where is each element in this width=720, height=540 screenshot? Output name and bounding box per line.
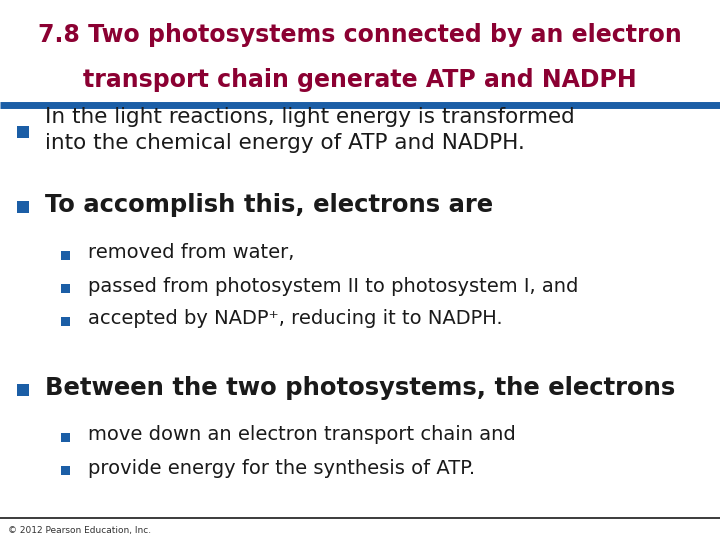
- Text: Between the two photosystems, the electrons: Between the two photosystems, the electr…: [45, 376, 675, 400]
- Text: To accomplish this, electrons are: To accomplish this, electrons are: [45, 193, 493, 217]
- Text: passed from photosystem II to photosystem I, and: passed from photosystem II to photosyste…: [88, 276, 578, 295]
- Text: transport chain generate ATP and NADPH: transport chain generate ATP and NADPH: [84, 68, 636, 92]
- Text: In the light reactions, light energy is transformed
into the chemical energy of : In the light reactions, light energy is …: [45, 107, 575, 153]
- Text: provide energy for the synthesis of ATP.: provide energy for the synthesis of ATP.: [88, 458, 475, 477]
- FancyBboxPatch shape: [17, 126, 29, 138]
- FancyBboxPatch shape: [61, 251, 70, 260]
- FancyBboxPatch shape: [17, 201, 29, 213]
- FancyBboxPatch shape: [61, 316, 70, 326]
- Text: 7.8 Two photosystems connected by an electron: 7.8 Two photosystems connected by an ele…: [38, 23, 682, 47]
- FancyBboxPatch shape: [61, 465, 70, 475]
- Text: removed from water,: removed from water,: [88, 244, 294, 262]
- FancyBboxPatch shape: [61, 284, 70, 293]
- Text: accepted by NADP⁺, reducing it to NADPH.: accepted by NADP⁺, reducing it to NADPH.: [88, 309, 503, 328]
- Text: move down an electron transport chain and: move down an electron transport chain an…: [88, 426, 516, 444]
- Text: © 2012 Pearson Education, Inc.: © 2012 Pearson Education, Inc.: [8, 525, 151, 535]
- FancyBboxPatch shape: [17, 384, 29, 396]
- FancyBboxPatch shape: [0, 0, 720, 100]
- FancyBboxPatch shape: [61, 433, 70, 442]
